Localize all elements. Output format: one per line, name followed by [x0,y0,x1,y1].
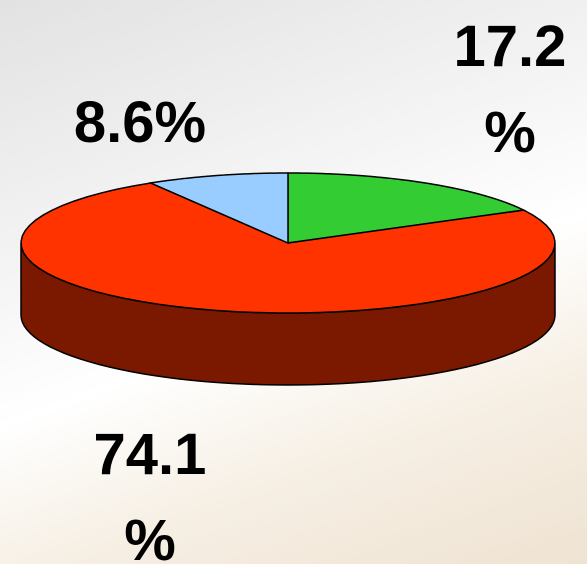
pie-slice [287,172,527,244]
value-label: 8.6% [73,90,207,155]
pie-slice [147,172,289,245]
pie-slice [20,182,556,314]
value-label: 17.2 % [453,14,567,165]
value-label: 74.1 % [93,422,207,564]
